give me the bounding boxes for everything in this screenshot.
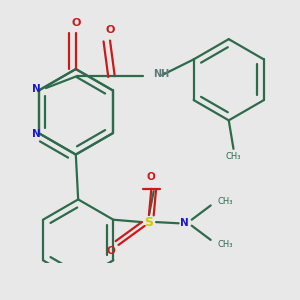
Text: CH₃: CH₃ [218,197,233,206]
Text: O: O [147,172,156,182]
Text: NH: NH [153,69,169,79]
Text: N: N [180,218,189,228]
Text: CH₃: CH₃ [226,152,241,161]
Text: O: O [105,25,115,34]
Text: N: N [32,129,41,140]
Text: O: O [106,246,115,256]
Text: O: O [71,17,80,28]
Text: CH₃: CH₃ [218,240,233,249]
Text: N: N [32,84,41,94]
Text: S: S [145,216,154,229]
